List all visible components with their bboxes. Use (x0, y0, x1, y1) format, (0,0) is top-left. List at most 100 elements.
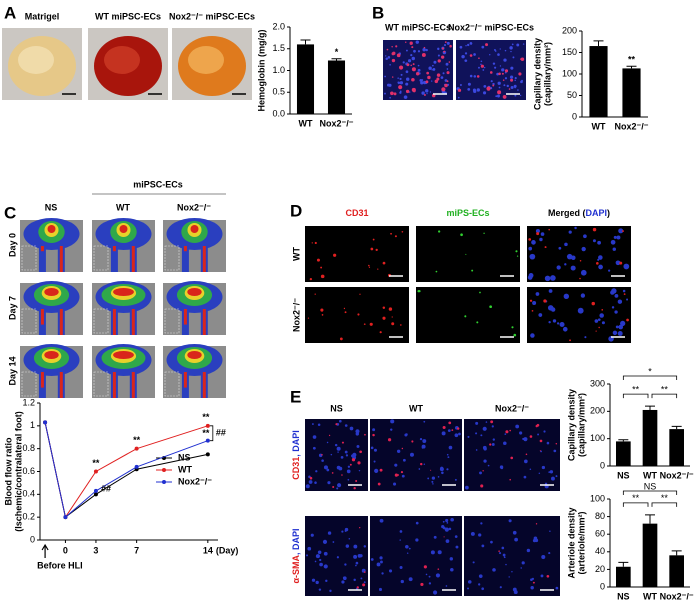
cell (411, 67, 416, 72)
cell (357, 461, 361, 465)
cell (499, 465, 504, 469)
cell (483, 447, 487, 451)
annotation: ## (101, 483, 111, 493)
cell (344, 563, 347, 566)
point (43, 420, 48, 425)
cell (502, 95, 507, 99)
cell (309, 476, 313, 480)
cell (441, 525, 445, 529)
cell (427, 75, 431, 80)
roi-box (164, 371, 180, 397)
cell (519, 431, 523, 435)
cell (344, 311, 347, 314)
cell (617, 299, 623, 304)
cell (521, 79, 523, 82)
cell (496, 72, 499, 76)
cell (315, 554, 320, 559)
cell (443, 536, 445, 538)
perf-leg (110, 246, 118, 272)
cell (482, 91, 487, 95)
cell (467, 43, 470, 47)
cell (457, 88, 462, 92)
cell (421, 79, 424, 81)
cell (555, 586, 559, 590)
cell (469, 54, 473, 57)
cell (498, 552, 502, 555)
cell (504, 69, 509, 73)
cell (618, 228, 624, 234)
annotation: ** (92, 458, 100, 468)
cell (613, 235, 617, 239)
cell (431, 80, 433, 82)
perf-leg (183, 246, 187, 252)
cell (426, 93, 428, 95)
cell (432, 590, 438, 595)
annotation: ** (632, 493, 640, 503)
x-tick-label: 0 (63, 545, 68, 555)
cell (514, 77, 517, 80)
cell (314, 293, 316, 295)
cell (381, 572, 384, 575)
cell (594, 319, 599, 323)
cell (464, 59, 468, 63)
cell (327, 481, 331, 485)
cell (363, 545, 367, 548)
cell (336, 446, 341, 451)
sub-label: a (309, 228, 315, 238)
cell (538, 472, 541, 475)
cell (556, 265, 561, 270)
cell (548, 471, 551, 474)
cell (535, 292, 540, 296)
cell (441, 471, 444, 475)
cell (415, 521, 419, 525)
perf-body (187, 288, 202, 296)
cell (305, 554, 309, 557)
cell (407, 59, 412, 63)
cell (460, 233, 463, 237)
cell (408, 547, 411, 550)
cell (402, 458, 406, 462)
cell (323, 551, 328, 556)
cell (454, 433, 459, 438)
cell (355, 429, 360, 434)
error-bar (331, 58, 342, 61)
cell (539, 450, 541, 452)
cell (512, 56, 515, 59)
cell (391, 58, 396, 63)
point (134, 446, 139, 451)
cell (551, 476, 555, 481)
y-tick-label: 100 (590, 433, 605, 443)
cell (543, 299, 547, 303)
sig-bracket (209, 425, 214, 442)
cell (394, 463, 398, 467)
cell (346, 469, 351, 474)
panel-letter: A (4, 3, 16, 22)
legend-label: NS (178, 452, 191, 462)
x-tick-label: Nox2⁻/⁻ (319, 118, 353, 128)
cell (569, 339, 571, 342)
cell (492, 568, 496, 572)
point (134, 464, 139, 469)
cell (391, 46, 393, 48)
cell (476, 321, 479, 324)
cell (480, 484, 484, 488)
perf-leg (38, 246, 46, 272)
cell (514, 94, 517, 97)
cell (467, 580, 472, 584)
row-label: WT (291, 247, 301, 261)
cell (428, 66, 432, 70)
perf-leg (202, 372, 206, 398)
cell (420, 582, 424, 587)
cell (536, 423, 540, 427)
cell (451, 429, 454, 432)
cell (323, 465, 328, 470)
cell (437, 47, 440, 51)
cell (431, 476, 436, 480)
cell (485, 421, 488, 423)
cell (405, 544, 409, 549)
y-axis-label: Hemoglobin (mg/g) (256, 30, 266, 112)
cell (405, 433, 408, 436)
cell (406, 77, 410, 81)
y-tick-label: 0 (600, 581, 605, 591)
row-label: Day 14 (7, 356, 17, 385)
